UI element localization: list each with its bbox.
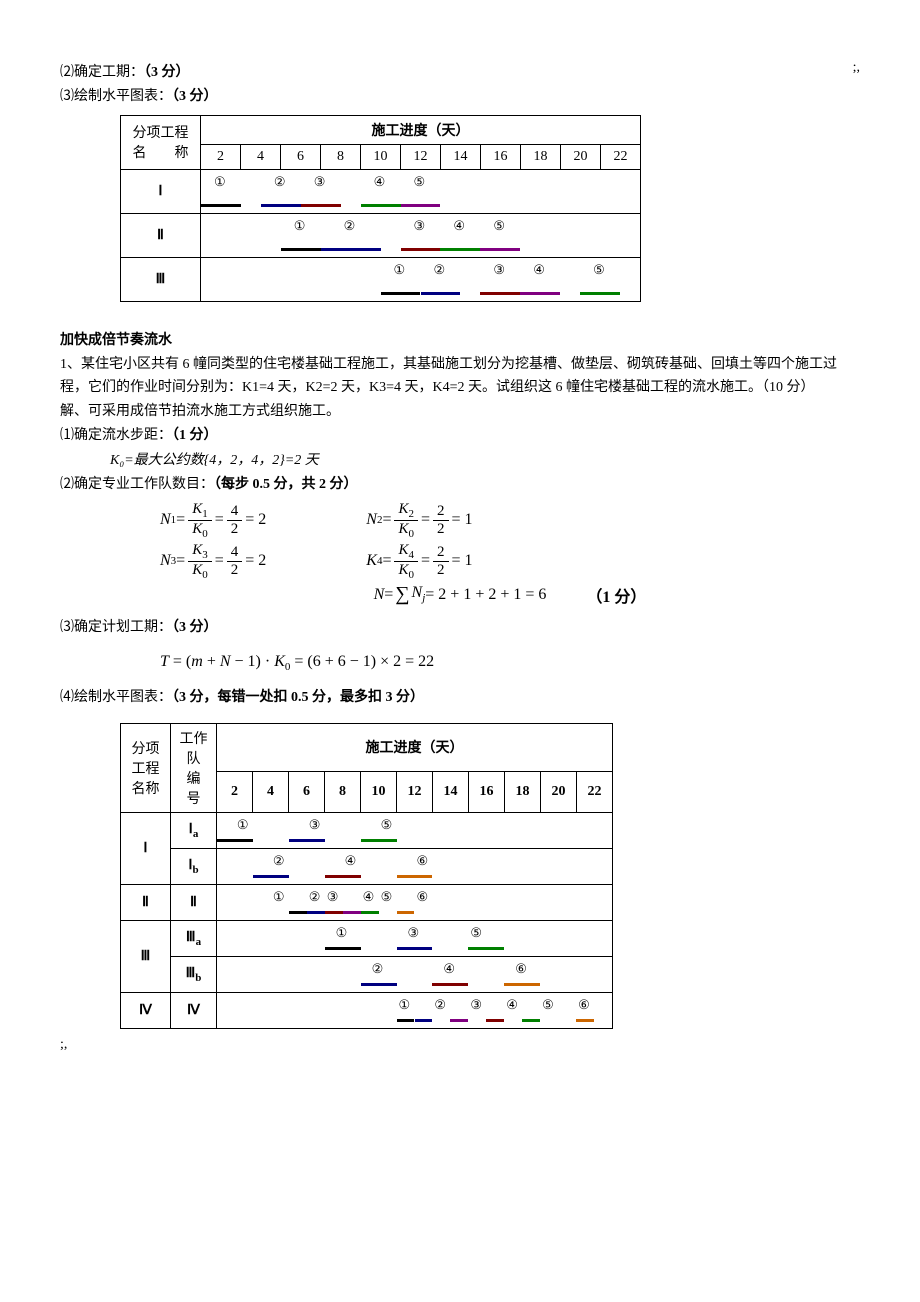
sec2-p7: ⑷绘制水平图表：（3 分，每错一处扣 0.5 分，最多扣 3 分） xyxy=(60,687,860,709)
eq-T: T = (m + N − 1) · K0 = (6 + 6 − 1) × 2 =… xyxy=(60,649,860,677)
corner-mark: ;, xyxy=(853,60,860,76)
sec2-p4: K₀=最大公约数{4，2，4，2}=2 天 xyxy=(60,450,860,472)
sec2-p1: 1、某住宅小区共有 6 幢同类型的住宅楼基础工程施工，其基础施工划分为挖基槽、做… xyxy=(60,354,860,399)
line-2: ⑵确定工期：（3 分） xyxy=(60,62,860,84)
equations: N1 = K1K0 = 42 = 2 N2 = K2K0 = 22 = 1 N3… xyxy=(160,501,860,607)
gantt-table-2: 分项工程名称 工作队编 号 施工进度（天） 246810121416182022… xyxy=(120,723,613,1029)
sec2-p2: 解、可采用成倍节拍流水施工方式组织施工。 xyxy=(60,401,860,423)
sec2-title: 加快成倍节奏流水 xyxy=(60,330,860,352)
gantt-table-1: 分项工程名 称 施工进度（天） 246810121416182022 Ⅰ①②③④… xyxy=(120,115,641,302)
footer-mark: ;, xyxy=(60,1037,860,1053)
sec2-p3: ⑴确定流水步距：（1 分） xyxy=(60,425,860,447)
sec2-p5: ⑵确定专业工作队数目：（每步 0.5 分，共 2 分） xyxy=(60,474,860,496)
sec2-p6: ⑶确定计划工期：（3 分） xyxy=(60,617,860,639)
line-3: ⑶绘制水平图表：（3 分） xyxy=(60,86,860,108)
